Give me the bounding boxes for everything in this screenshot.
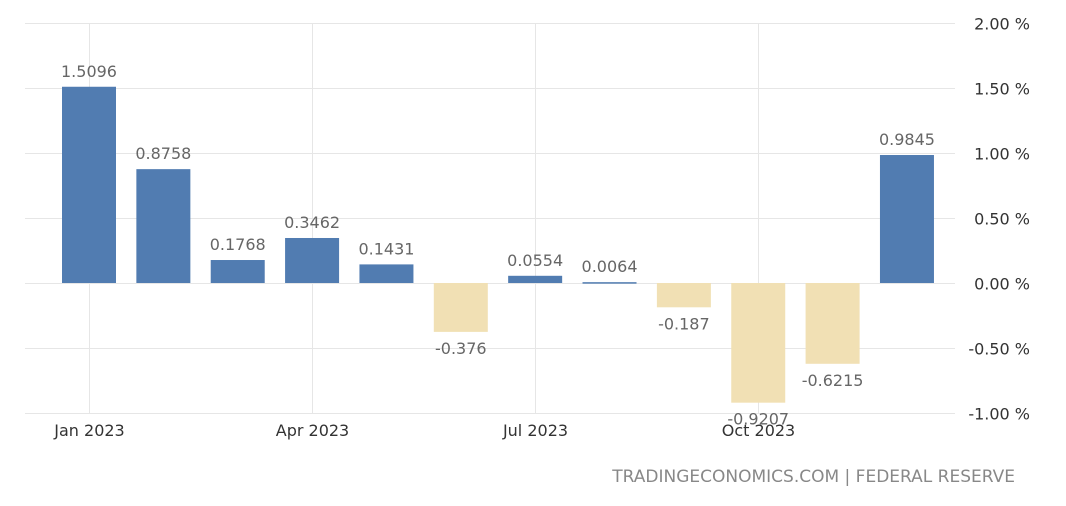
source-credit: TRADINGECONOMICS.COM | FEDERAL RESERVE — [611, 467, 1015, 487]
y-tick-label: -0.50 % — [968, 340, 1030, 359]
y-tick-label: 0.00 % — [974, 275, 1030, 294]
data-label: 0.8758 — [135, 144, 191, 163]
data-label: 0.9845 — [879, 130, 935, 149]
bar — [285, 237, 340, 283]
y-tick-label: 0.50 % — [974, 210, 1030, 229]
bar — [879, 155, 934, 283]
data-label: 0.1431 — [358, 239, 414, 258]
data-label: -0.376 — [435, 339, 487, 358]
y-tick-label: -1.00 % — [968, 405, 1030, 424]
data-label: 0.0064 — [582, 257, 638, 276]
bars — [62, 86, 934, 403]
data-label: 0.1768 — [210, 235, 266, 254]
x-axis-ticks: Jan 2023 Apr 2023 Jul 2023 Oct 2023 — [53, 421, 795, 440]
data-label: 0.0554 — [507, 251, 563, 270]
bar — [62, 86, 116, 283]
y-tick-label: 2.00 % — [974, 15, 1030, 34]
bar — [210, 260, 265, 283]
y-tick-label: 1.50 % — [974, 80, 1030, 99]
x-tick-label: Oct 2023 — [722, 421, 795, 440]
bar — [508, 275, 563, 283]
bar — [433, 283, 488, 332]
bar — [731, 283, 786, 403]
data-label: -0.187 — [658, 314, 710, 333]
data-label: -0.6215 — [802, 371, 864, 390]
bar — [136, 169, 191, 283]
bar — [805, 283, 860, 364]
x-tick-label: Jul 2023 — [502, 421, 568, 440]
bar — [582, 282, 637, 284]
data-label: 0.3462 — [284, 213, 340, 232]
bar — [656, 283, 711, 308]
y-axis-ticks: 2.00 % 1.50 % 1.00 % 0.50 % 0.00 % -0.50 % -1.… — [968, 15, 1030, 424]
data-labels: 1.5096 0.8758 0.1768 0.3462 0.1431 -0.376 0.05… — [61, 62, 935, 429]
data-label: -0.9207 — [727, 410, 789, 429]
bar — [359, 264, 414, 283]
x-tick-label: Jan 2023 — [53, 421, 124, 440]
y-tick-label: 1.00 % — [974, 145, 1030, 164]
x-tick-label: Apr 2023 — [276, 421, 349, 440]
data-label: 1.5096 — [61, 62, 117, 81]
